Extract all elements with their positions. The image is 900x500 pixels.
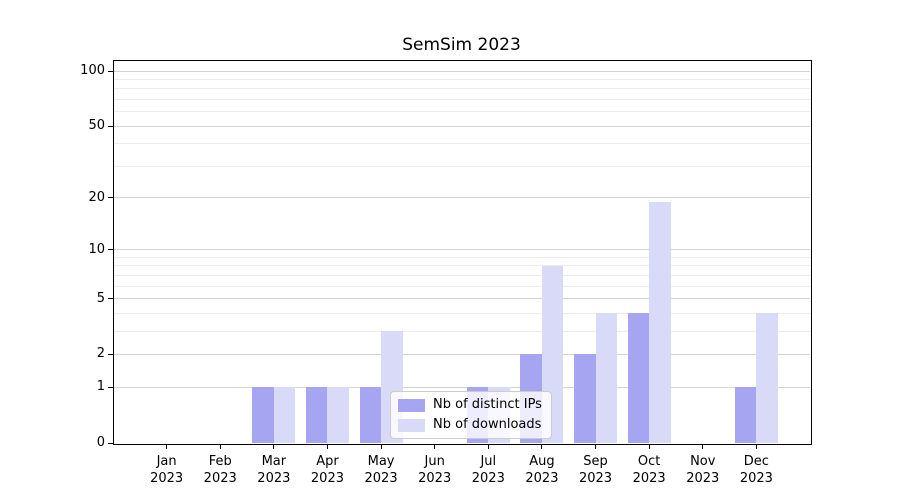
bar-downloads <box>273 387 296 443</box>
bar-distinct-ips <box>734 387 757 443</box>
x-tick-label: Jun 2023 <box>418 454 452 486</box>
gridline-minor <box>114 79 810 81</box>
x-tick-mark <box>487 444 489 449</box>
x-tick-label: Dec 2023 <box>739 454 773 486</box>
bar-downloads <box>756 313 778 443</box>
y-tick-label: 50 <box>88 118 105 134</box>
y-tick-label: 5 <box>96 290 105 306</box>
y-tick-mark <box>108 442 113 444</box>
x-tick-mark <box>434 444 436 449</box>
y-tick-label: 0 <box>96 435 105 450</box>
gridline-major <box>114 70 810 72</box>
legend-swatch-distinct-ips <box>398 398 425 412</box>
y-tick-label: 2 <box>96 346 105 362</box>
legend-swatch-downloads <box>398 418 425 432</box>
gridline-minor <box>114 165 810 167</box>
legend: Nb of distinct IPs Nb of downloads <box>390 391 552 439</box>
y-tick-mark <box>108 197 113 199</box>
y-tick-mark <box>108 70 113 72</box>
legend-label-distinct-ips: Nb of distinct IPs <box>433 397 542 412</box>
legend-label-downloads: Nb of downloads <box>433 417 542 432</box>
x-tick-label: Jul 2023 <box>471 454 505 486</box>
x-tick-mark <box>648 444 650 449</box>
x-tick-mark <box>326 444 328 449</box>
x-tick-label: May 2023 <box>364 454 398 486</box>
x-tick-mark <box>166 444 168 449</box>
gridline-major <box>114 197 810 199</box>
gridline-major <box>114 298 810 300</box>
y-tick-mark <box>108 353 113 355</box>
y-tick-mark <box>108 386 113 388</box>
bar-distinct-ips <box>306 387 328 443</box>
gridline-major <box>114 249 810 251</box>
y-tick-label: 10 <box>88 241 105 257</box>
y-tick-mark <box>108 298 113 300</box>
x-tick-label: Oct 2023 <box>632 454 666 486</box>
gridline-major <box>114 125 810 127</box>
bar-downloads <box>649 201 671 443</box>
x-tick-mark <box>755 444 757 449</box>
x-tick-mark <box>595 444 597 449</box>
gridline-minor <box>114 111 810 113</box>
x-tick-label: Aug 2023 <box>525 454 559 486</box>
legend-item-downloads: Nb of downloads <box>398 417 542 433</box>
gridline-minor <box>114 143 810 145</box>
legend-item-distinct-ips: Nb of distinct IPs <box>398 397 542 413</box>
x-tick-label: Feb 2023 <box>203 454 237 486</box>
x-tick-mark <box>541 444 543 449</box>
y-tick-mark <box>108 125 113 127</box>
chart-title: SemSim 2023 <box>402 35 521 55</box>
x-tick-label: Mar 2023 <box>257 454 291 486</box>
bar-downloads <box>595 313 617 443</box>
x-tick-mark <box>702 444 704 449</box>
x-tick-mark <box>380 444 382 449</box>
gridline-major <box>114 386 810 388</box>
x-tick-mark <box>273 444 275 449</box>
axis-frame <box>113 60 812 445</box>
y-tick-label: 1 <box>96 379 105 395</box>
gridline-minor <box>114 285 810 287</box>
gridline-minor <box>114 88 810 90</box>
bar-distinct-ips <box>574 354 596 443</box>
bar-distinct-ips <box>359 387 382 443</box>
y-tick-label: 100 <box>80 63 105 79</box>
x-tick-label: Jan 2023 <box>150 454 184 486</box>
y-tick-label: 20 <box>88 189 105 205</box>
bar-distinct-ips <box>252 387 274 443</box>
x-tick-label: Nov 2023 <box>686 454 720 486</box>
gridline-minor <box>114 274 810 276</box>
gridline-minor <box>114 312 810 314</box>
bar-downloads <box>327 387 349 443</box>
gridline-minor <box>114 265 810 267</box>
gridline-minor <box>114 256 810 258</box>
gridline-minor <box>114 99 810 101</box>
y-tick-mark <box>108 249 113 251</box>
x-tick-label: Sep 2023 <box>578 454 613 486</box>
gridline-major <box>114 353 810 355</box>
gridline-minor <box>114 330 810 332</box>
bar-distinct-ips <box>627 313 650 443</box>
x-tick-label: Apr 2023 <box>310 454 344 486</box>
x-tick-mark <box>219 444 221 449</box>
